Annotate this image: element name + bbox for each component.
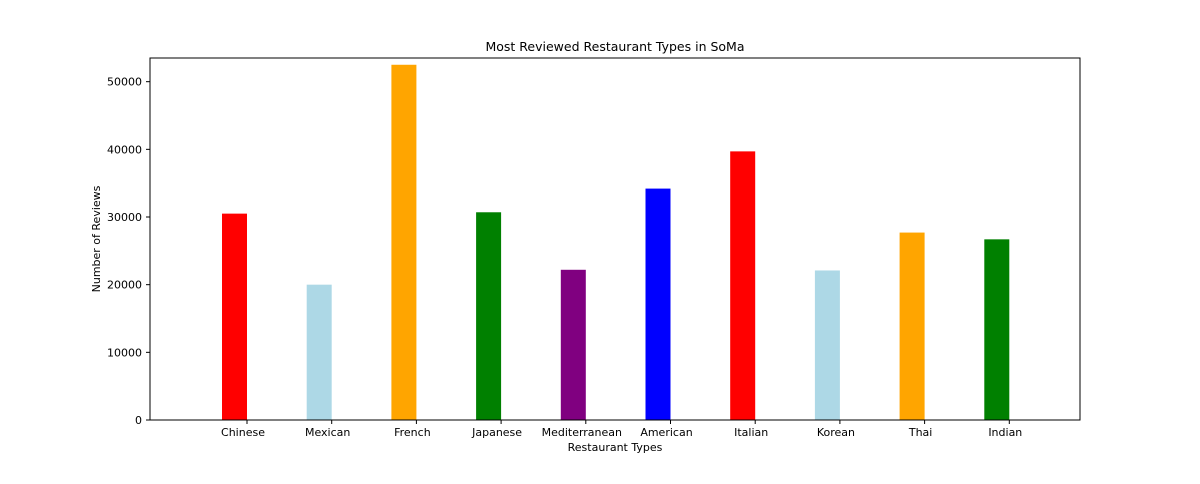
y-axis-label: Number of Reviews [90,185,103,292]
y-tick-label: 50000 [107,76,142,89]
bar-mexican [306,284,332,420]
y-tick-label: 10000 [107,346,142,359]
x-tick-label: French [394,426,431,439]
bar-french [391,64,417,420]
x-tick-label: Chinese [221,426,265,439]
bar-indian [984,239,1010,420]
bar-thai [899,232,925,420]
x-tick-label: Indian [988,426,1022,439]
y-tick-label: 40000 [107,143,142,156]
x-tick-label: Thai [908,426,933,439]
x-tick-label: Mediterranean [542,426,622,439]
bar-mediterranean [560,269,586,420]
bar-chinese [222,213,247,420]
plot-frame [149,57,1081,421]
y-tick-label: 30000 [107,211,142,224]
plot-area: 0 10000 20000 30000 40000 50000 Chinese Mexican… [107,64,1022,439]
x-tick-label: Japanese [471,426,522,439]
x-tick-label: Italian [734,426,768,439]
bar-korean [814,270,840,420]
x-axis-label: Restaurant Types [568,441,663,454]
bar-american [645,188,671,420]
bar-italian [730,151,756,420]
bar-japanese [476,212,502,420]
x-tick-label: American [640,426,692,439]
x-tick-label: Mexican [305,426,350,439]
chart-title: Most Reviewed Restaurant Types in SoMa [485,39,744,54]
y-tick-label: 20000 [107,279,142,292]
x-tick-label: Korean [817,426,855,439]
y-tick-label: 0 [135,414,142,427]
